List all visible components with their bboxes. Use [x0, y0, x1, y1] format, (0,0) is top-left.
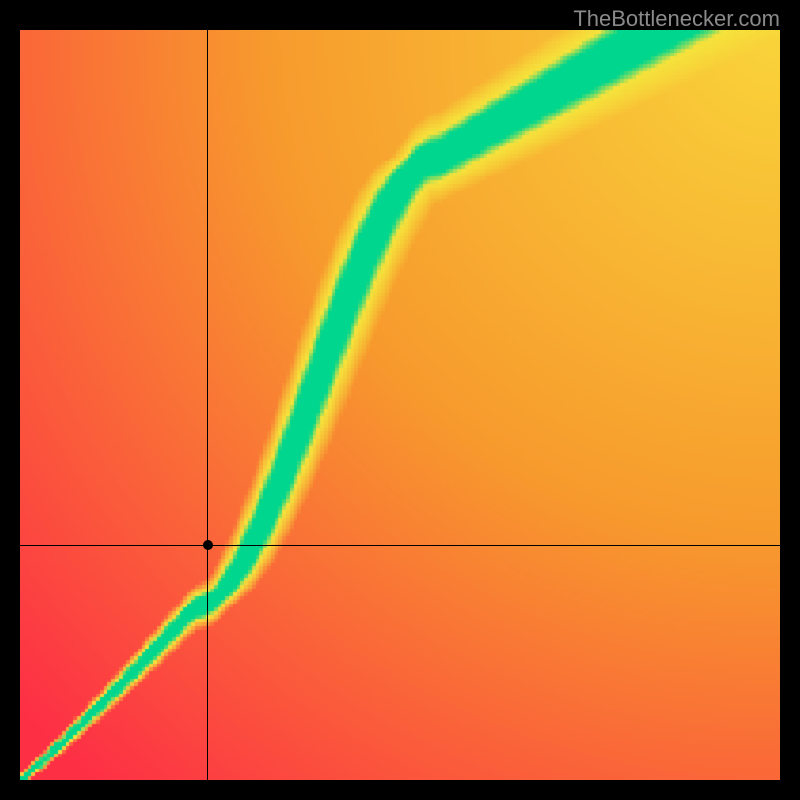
marker-dot — [203, 540, 213, 550]
heatmap-canvas — [20, 30, 780, 780]
watermark-label: TheBottlenecker.com — [573, 6, 780, 32]
plot-area — [20, 30, 780, 780]
crosshair-vertical — [207, 30, 208, 780]
figure-container: TheBottlenecker.com — [0, 0, 800, 800]
crosshair-horizontal — [20, 545, 780, 546]
